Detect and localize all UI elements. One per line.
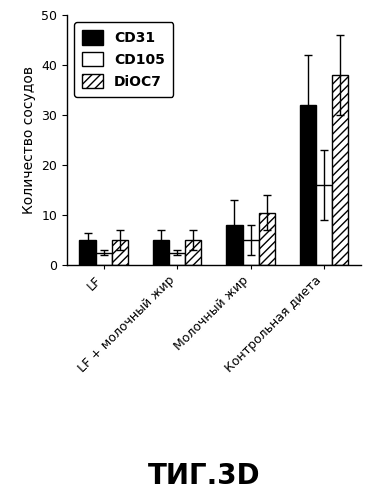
Legend: CD31, CD105, DiOC7: CD31, CD105, DiOC7: [74, 22, 173, 97]
Bar: [259, 212, 275, 265]
Bar: [153, 240, 169, 265]
Text: ΤИГ.3D: ΤИГ.3D: [148, 462, 261, 490]
Bar: [185, 240, 201, 265]
Bar: [96, 252, 112, 265]
Bar: [112, 240, 128, 265]
Bar: [80, 240, 96, 265]
Bar: [316, 185, 332, 265]
Bar: [332, 75, 348, 265]
Bar: [169, 252, 185, 265]
Bar: [300, 105, 316, 265]
Bar: [243, 240, 259, 265]
Bar: [227, 225, 243, 265]
Y-axis label: Количество сосудов: Количество сосудов: [22, 66, 36, 214]
